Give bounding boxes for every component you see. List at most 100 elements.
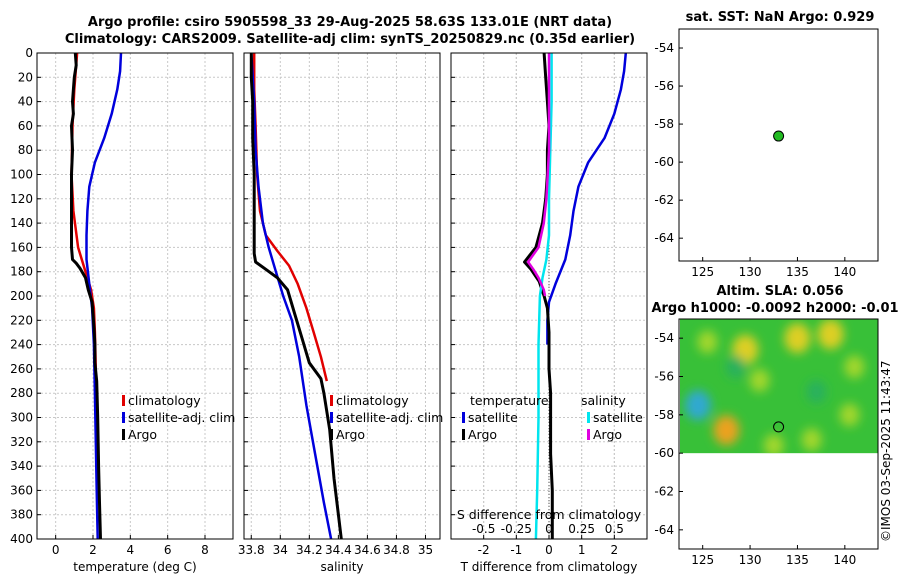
- sla-feature-5: [817, 319, 844, 350]
- legend-sal-0-label: climatology: [336, 393, 409, 408]
- ytick-label-5: 100: [10, 168, 33, 182]
- xtick-label-salinity-6: 35: [418, 543, 433, 557]
- series-tdiff-salinity-argo: [526, 53, 551, 297]
- sst-map-argo-marker: [773, 130, 785, 142]
- xtick-label-salinity-0: 33.8: [238, 543, 265, 557]
- sla-feature-4: [784, 323, 811, 354]
- series-temperature-argo: [70, 52, 102, 540]
- legend-diff-sal-header: salinity: [581, 393, 626, 408]
- xtick-label-temperature-1: 2: [89, 543, 97, 557]
- imos-credit: ©IMOS 03-Sep-2025 11:43:47: [879, 360, 893, 542]
- top-xtick-label-0: -0.5: [472, 522, 495, 536]
- sla-map-xtick-label-3: 140: [833, 553, 856, 567]
- sla-feature-12: [806, 380, 827, 404]
- legend-diff-temp-sat-swatch: [462, 412, 465, 423]
- ytick-label-18: 360: [10, 483, 33, 497]
- sst-map-ytick-label-3: -60: [654, 155, 674, 169]
- legend-diff-sal-argo-swatch: [587, 429, 590, 440]
- sla-feature-6: [844, 355, 865, 379]
- series-tdiff-salinity-satellite: [534, 53, 553, 540]
- sst-map-xtick-label-1: 130: [739, 265, 762, 279]
- xtick-label-temperature-2: 4: [127, 543, 135, 557]
- sst-map-xtick-label-2: 135: [786, 265, 809, 279]
- xtick-label-tdiff-4: 2: [611, 543, 619, 557]
- sla-feature-11: [725, 355, 746, 379]
- ytick-label-0: 0: [25, 46, 33, 60]
- top-xtick-label-4: 0.5: [605, 522, 624, 536]
- xtick-label-tdiff-3: 1: [578, 543, 586, 557]
- xtick-label-temperature-0: 0: [52, 543, 60, 557]
- xtick-label-salinity-3: 34.4: [325, 543, 352, 557]
- ytick-label-8: 160: [10, 240, 33, 254]
- xtick-label-salinity-2: 34.2: [296, 543, 323, 557]
- sst-map-frame: [678, 28, 879, 262]
- ytick-label-20: 400: [10, 532, 33, 546]
- xtick-label-temperature-4: 8: [201, 543, 209, 557]
- sla-feature-7: [749, 368, 770, 392]
- sst-map-ytick-label-2: -58: [654, 117, 674, 131]
- xlabel-salinity: salinity: [320, 560, 363, 574]
- legend-temp-1-swatch: [122, 412, 125, 423]
- xlabel-tdiff: T difference from climatology: [460, 560, 638, 574]
- ytick-label-12: 240: [10, 338, 33, 352]
- ytick-label-17: 340: [10, 459, 33, 473]
- sla-map-title: Altim. SLA: 0.056: [716, 284, 844, 299]
- legend-sal-1-swatch: [330, 412, 333, 423]
- legend-diff-temp-argo-swatch: [462, 429, 465, 440]
- legend-temp-2-swatch: [122, 429, 125, 440]
- legend-temp-1-label: satellite-adj. clim: [128, 410, 235, 425]
- series-temperature-satellite-adj-clim: [85, 52, 123, 540]
- xtick-label-tdiff-0: -2: [478, 543, 490, 557]
- sla-feature-0: [684, 390, 711, 421]
- ytick-label-9: 180: [10, 265, 33, 279]
- xtick-label-salinity-5: 34.8: [383, 543, 410, 557]
- xtick-label-salinity-1: 34: [273, 543, 288, 557]
- ytick-label-15: 300: [10, 411, 33, 425]
- legend-diff-temp-header: temperature: [470, 393, 549, 408]
- xtick-label-tdiff-1: -1: [510, 543, 522, 557]
- sla-map-xtick-label-1: 130: [739, 553, 762, 567]
- legend-diff-temp-argo-label: Argo: [468, 427, 497, 442]
- legend-temp-0-swatch: [122, 395, 125, 406]
- sla-heatmap-features: [684, 319, 865, 454]
- legend-sal-0-swatch: [330, 395, 333, 406]
- ytick-label-1: 20: [18, 70, 33, 84]
- legend-diff-sal-sat-label: satellite: [593, 410, 643, 425]
- ytick-label-6: 120: [10, 192, 33, 206]
- xtick-label-temperature-3: 6: [164, 543, 172, 557]
- sst-map-xtick-label-0: 125: [691, 265, 714, 279]
- top-xtick-label-3: 0.25: [568, 522, 595, 536]
- top-xtick-label-1: -0.25: [501, 522, 532, 536]
- legend-temp-2-label: Argo: [128, 427, 157, 442]
- sla-map-frame: [678, 318, 879, 550]
- xtick-label-salinity-4: 34.6: [354, 543, 381, 557]
- sla-map-ytick-label-2: -58: [654, 408, 674, 422]
- series-tdiff-temperature-satellite: [546, 52, 628, 345]
- ytick-label-14: 280: [10, 386, 33, 400]
- xlabel-temperature: temperature (deg C): [73, 560, 196, 574]
- sst-map-xtick-label-3: 140: [833, 265, 856, 279]
- ytick-label-4: 80: [18, 143, 33, 157]
- sla-map-ytick-label-1: -56: [654, 370, 674, 384]
- figure-title: Argo profile: csiro 5905598_33 29-Aug-20…: [87, 15, 613, 30]
- sla-feature-10: [839, 403, 860, 427]
- ytick-label-7: 140: [10, 216, 33, 230]
- ytick-label-11: 220: [10, 313, 33, 327]
- sla-map-xtick-label-0: 125: [691, 553, 714, 567]
- legend-diff-temp-sat-label: satellite: [468, 410, 518, 425]
- series-salinity-satellite-adj-clim: [250, 52, 333, 540]
- ytick-label-19: 380: [10, 508, 33, 522]
- legend-diff-sal-argo-label: Argo: [593, 427, 622, 442]
- sst-map-ytick-label-4: -62: [654, 193, 674, 207]
- ytick-label-2: 40: [18, 95, 33, 109]
- ytick-label-3: 60: [18, 119, 33, 133]
- sla-feature-1: [713, 415, 740, 446]
- sla-map-ytick-label-5: -64: [654, 523, 674, 537]
- xtick-label-tdiff-2: 0: [545, 543, 553, 557]
- legend-sal-2-swatch: [330, 429, 333, 440]
- series-salinity-argo: [249, 53, 343, 540]
- legend-diff-sal-sat-swatch: [587, 412, 590, 423]
- sst-map-ytick-label-5: -64: [654, 231, 674, 245]
- sla-feature-8: [801, 428, 822, 452]
